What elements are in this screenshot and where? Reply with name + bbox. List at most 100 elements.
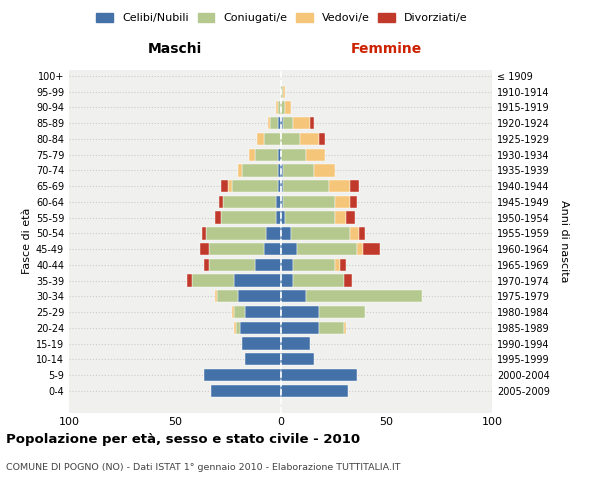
Bar <box>283 164 314 176</box>
Bar <box>281 117 283 130</box>
Bar <box>202 227 206 239</box>
Text: COMUNE DI POGNO (NO) - Dati ISTAT 1° gennaio 2010 - Elaborazione TUTTITALIA.IT: COMUNE DI POGNO (NO) - Dati ISTAT 1° gen… <box>6 462 401 471</box>
Bar <box>257 133 263 145</box>
Bar <box>236 322 241 334</box>
Bar <box>293 117 310 130</box>
Bar <box>219 196 223 208</box>
Bar <box>221 180 227 192</box>
Bar <box>335 258 340 271</box>
Bar <box>278 164 281 176</box>
Bar <box>281 86 283 98</box>
Bar <box>209 258 255 271</box>
Y-axis label: Fasce di età: Fasce di età <box>22 208 32 274</box>
Bar <box>221 212 276 224</box>
Bar <box>215 290 217 302</box>
Bar <box>293 258 335 271</box>
Bar <box>281 338 310 349</box>
Bar <box>278 148 281 161</box>
Bar <box>306 290 422 302</box>
Bar <box>206 227 266 239</box>
Bar <box>200 243 209 256</box>
Bar <box>281 369 356 381</box>
Text: Maschi: Maschi <box>148 42 202 56</box>
Text: Femmine: Femmine <box>350 42 422 56</box>
Bar <box>310 117 314 130</box>
Bar <box>314 164 335 176</box>
Bar <box>245 353 281 366</box>
Bar <box>234 274 281 286</box>
Bar <box>281 290 306 302</box>
Bar <box>281 258 293 271</box>
Bar <box>283 117 293 130</box>
Bar <box>281 180 283 192</box>
Bar <box>278 102 281 114</box>
Bar <box>340 258 346 271</box>
Bar <box>268 117 270 130</box>
Bar <box>276 212 281 224</box>
Bar <box>215 212 221 224</box>
Bar <box>263 133 281 145</box>
Bar <box>293 274 344 286</box>
Bar <box>285 102 291 114</box>
Bar <box>242 338 281 349</box>
Bar <box>283 180 329 192</box>
Bar <box>191 274 234 286</box>
Bar <box>281 164 283 176</box>
Bar <box>281 306 319 318</box>
Bar <box>281 227 291 239</box>
Bar <box>232 180 278 192</box>
Bar <box>281 384 348 397</box>
Bar <box>344 322 346 334</box>
Bar <box>241 322 281 334</box>
Bar <box>255 148 278 161</box>
Legend: Celibi/Nubili, Coniugati/e, Vedovi/e, Divorziati/e: Celibi/Nubili, Coniugati/e, Vedovi/e, Di… <box>92 8 472 28</box>
Bar <box>249 148 255 161</box>
Bar <box>238 164 242 176</box>
Bar <box>281 102 285 114</box>
Bar <box>363 243 380 256</box>
Bar <box>299 133 319 145</box>
Bar <box>276 196 281 208</box>
Bar <box>281 212 285 224</box>
Bar <box>329 180 350 192</box>
Bar <box>350 196 356 208</box>
Bar <box>263 243 281 256</box>
Bar <box>255 258 281 271</box>
Bar <box>281 353 314 366</box>
Bar <box>223 196 276 208</box>
Bar <box>283 196 335 208</box>
Bar <box>281 133 299 145</box>
Bar <box>346 212 355 224</box>
Bar <box>319 133 325 145</box>
Bar <box>266 227 281 239</box>
Bar <box>227 180 232 192</box>
Bar <box>281 148 306 161</box>
Bar <box>232 306 234 318</box>
Bar <box>335 212 346 224</box>
Bar <box>242 164 278 176</box>
Bar <box>356 243 363 256</box>
Bar <box>270 117 278 130</box>
Bar <box>278 180 281 192</box>
Bar <box>319 322 344 334</box>
Bar <box>298 243 356 256</box>
Bar <box>205 258 209 271</box>
Text: Popolazione per età, sesso e stato civile - 2010: Popolazione per età, sesso e stato civil… <box>6 432 360 446</box>
Bar <box>335 196 350 208</box>
Bar <box>281 196 283 208</box>
Bar <box>281 243 298 256</box>
Bar <box>187 274 191 286</box>
Bar <box>306 148 325 161</box>
Bar <box>344 274 352 286</box>
Bar <box>245 306 281 318</box>
Bar <box>276 102 278 114</box>
Bar <box>319 306 365 318</box>
Bar <box>234 322 236 334</box>
Bar <box>350 227 359 239</box>
Bar <box>234 306 245 318</box>
Bar <box>285 212 335 224</box>
Y-axis label: Anni di nascita: Anni di nascita <box>559 200 569 282</box>
Bar <box>359 227 365 239</box>
Bar <box>205 369 281 381</box>
Bar <box>217 290 238 302</box>
